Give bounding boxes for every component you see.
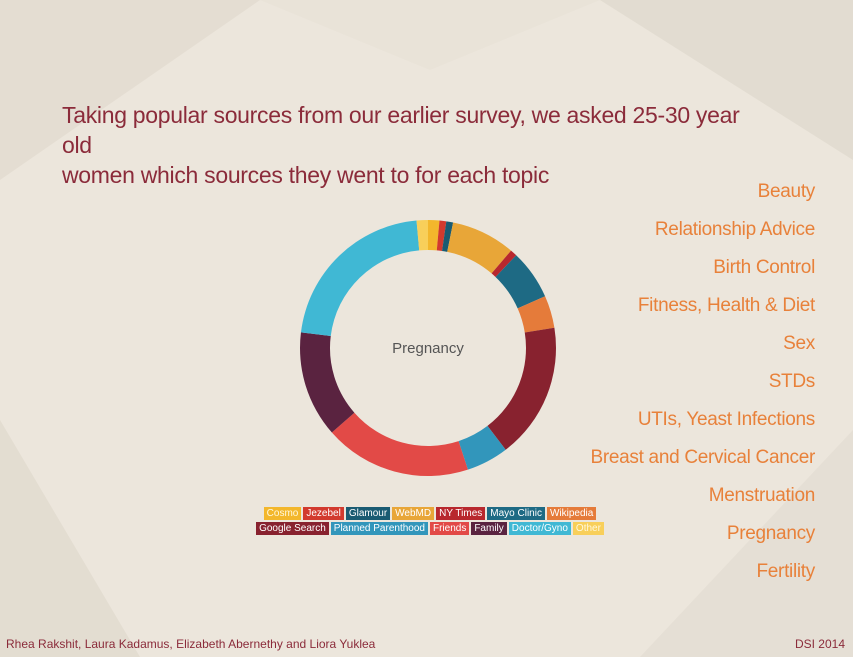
slice-wikipedia	[517, 296, 555, 333]
legend-item-family: Family	[471, 522, 507, 535]
topic-utis-yeast-infections[interactable]: UTIs, Yeast Infections	[637, 409, 815, 430]
topic-relationship-advice[interactable]: Relationship Advice	[654, 219, 815, 240]
slice-glamour	[442, 221, 454, 252]
legend-item-wikipedia: Wikipedia	[546, 507, 597, 520]
chart-legend: Cosmo Jezebel Glamour WebMD NY Times Mayo Cli…	[245, 507, 615, 535]
topic-stds[interactable]: STDs	[768, 371, 816, 392]
title-line-1: Taking popular sources from our earlier …	[62, 102, 740, 158]
slice-ny-times	[491, 250, 517, 277]
topic-fitness-health-diet[interactable]: Fitness, Health & Diet	[637, 295, 815, 316]
legend-item-glamour: Glamour	[345, 507, 391, 520]
legend-item-mayo-clinic: Mayo Clinic	[487, 507, 545, 520]
slice-mayo-clinic	[495, 255, 546, 309]
legend-row: Google Search Planned Parenthood Friends Fa…	[256, 522, 604, 535]
event-label: DSI 2014	[794, 637, 845, 651]
topic-list: Beauty Relationship Advice Birth Control Fi…	[515, 178, 815, 596]
authors-credit: Rhea Rakshit, Laura Kadamus, Elizabeth A…	[6, 637, 376, 651]
legend-item-ny-times: NY Times	[436, 507, 486, 520]
slice-planned-parenthood	[458, 425, 506, 470]
legend-item-jezebel: Jezebel	[303, 507, 344, 520]
legend-item-other: Other	[572, 522, 604, 535]
legend-item-cosmo: Cosmo	[263, 507, 302, 520]
title-line-2: women which sources they went to for eac…	[62, 162, 550, 188]
page-title: Taking popular sources from our earlier …	[62, 100, 762, 190]
slice-friends	[331, 412, 468, 476]
topic-beauty[interactable]: Beauty	[757, 181, 816, 202]
legend-item-google-search: Google Search	[256, 522, 329, 535]
slice-jezebel	[436, 220, 447, 252]
topic-pregnancy[interactable]: Pregnancy	[726, 523, 815, 544]
slice-doctor-gyno	[300, 220, 420, 337]
legend-row: Cosmo Jezebel Glamour WebMD NY Times Mayo Cli…	[263, 507, 597, 520]
slice-google-search	[487, 327, 556, 450]
slice-other	[416, 220, 428, 251]
topic-sex[interactable]: Sex	[783, 333, 815, 354]
donut-chart: Pregnancy	[300, 220, 556, 476]
center-label: Pregnancy	[392, 340, 464, 357]
topic-menstruation[interactable]: Menstruation	[708, 485, 816, 506]
legend-item-planned-parenthood: Planned Parenthood	[330, 522, 428, 535]
slice-cosmo	[428, 220, 440, 251]
legend-item-friends: Friends	[429, 522, 470, 535]
slice-family	[300, 332, 355, 433]
slice-webmd	[447, 222, 512, 274]
topic-fertility[interactable]: Fertility	[756, 561, 815, 582]
legend-item-doctor-gyno: Doctor/Gyno	[508, 522, 571, 535]
topic-breast-and-cervical-cancer[interactable]: Breast and Cervical Cancer	[590, 447, 815, 468]
topic-birth-control[interactable]: Birth Control	[713, 257, 815, 278]
legend-item-webmd: WebMD	[392, 507, 435, 520]
